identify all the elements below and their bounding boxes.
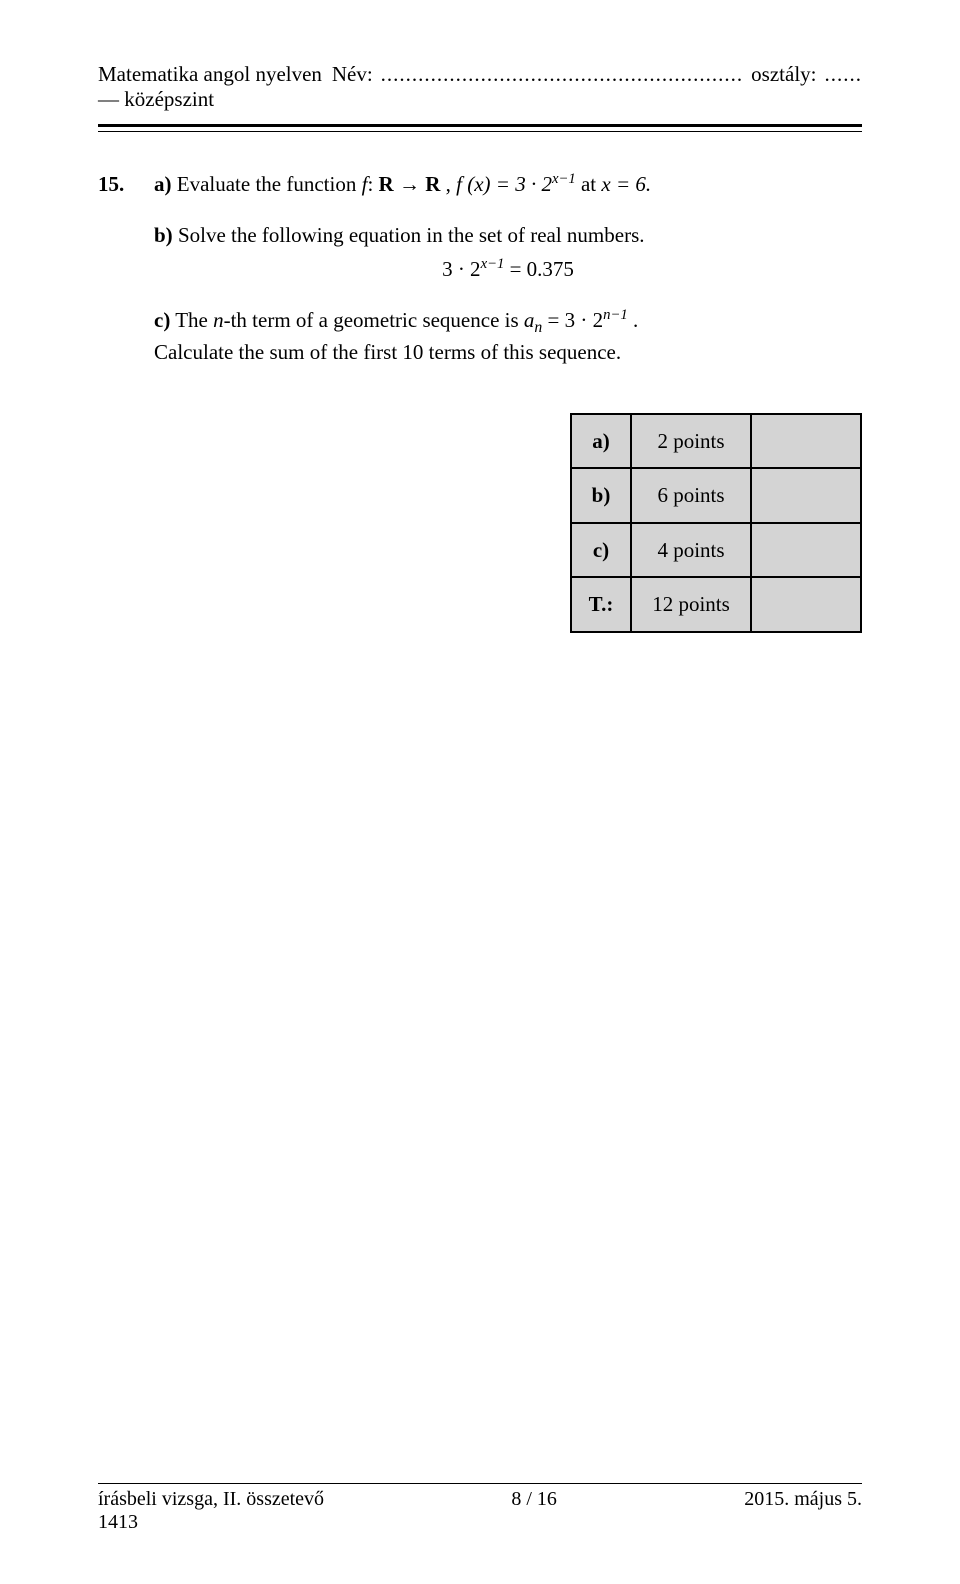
- part-b-text: Solve the following equation in the set …: [178, 223, 645, 247]
- points-table: a) 2 points b) 6 points c) 4 points: [570, 413, 862, 633]
- points-blank-a: [751, 414, 861, 469]
- footer-left-extra: 1413: [98, 1511, 862, 1534]
- part-c-pre: The: [175, 308, 213, 332]
- part-c-a: a: [524, 308, 535, 332]
- part-a-pre: Evaluate the function: [177, 172, 362, 196]
- part-c-mid: -th term of a geometric sequence is: [224, 308, 524, 332]
- question-15: 15. a) Evaluate the function f: R → R , …: [98, 168, 862, 633]
- footer-center: 8 / 16: [511, 1488, 557, 1511]
- points-label-b: b): [571, 468, 631, 523]
- points-blank-total: [751, 577, 861, 632]
- footer-row: írásbeli vizsga, II. összetevő 8 / 16 20…: [98, 1488, 862, 1511]
- content-area: 15. a) Evaluate the function f: R → R , …: [98, 168, 862, 633]
- points-value-b: 6 points: [631, 468, 751, 523]
- table-row: a) 2 points: [571, 414, 861, 469]
- part-b: b) Solve the following equation in the s…: [154, 219, 862, 286]
- name-label: Név:: [332, 62, 373, 87]
- part-c-dot: .: [628, 308, 639, 332]
- points-label-c: c): [571, 523, 631, 578]
- part-c-line2: Calculate the sum of the first 10 terms …: [154, 340, 621, 364]
- table-row: c) 4 points: [571, 523, 861, 578]
- part-a: a) Evaluate the function f: R → R , f (x…: [154, 168, 862, 201]
- class-label: osztály:: [751, 62, 816, 87]
- header-rule-thin: [98, 131, 862, 132]
- part-c: c) The n-th term of a geometric sequence…: [154, 304, 862, 369]
- page-header: Matematika angol nyelven — középszint Né…: [98, 62, 862, 112]
- points-blank-b: [751, 468, 861, 523]
- question-body: a) Evaluate the function f: R → R , f (x…: [154, 168, 862, 633]
- part-a-R2: R: [425, 172, 440, 196]
- part-a-at: at: [581, 172, 601, 196]
- points-blank-c: [751, 523, 861, 578]
- header-left: Matematika angol nyelven — középszint: [98, 62, 332, 112]
- part-b-label: b): [154, 223, 173, 247]
- part-c-eq: = 3 · 2: [542, 308, 603, 332]
- part-a-comma: ,: [440, 172, 456, 196]
- header-rule-thick: [98, 124, 862, 127]
- part-b-equation: 3 · 2x−1 = 0.375: [154, 253, 862, 286]
- points-value-a: 2 points: [631, 414, 751, 469]
- points-value-total: 12 points: [631, 577, 751, 632]
- exam-page: Matematika angol nyelven — középszint Né…: [0, 0, 960, 1584]
- part-a-label: a): [154, 172, 172, 196]
- part-c-exp: n−1: [603, 307, 628, 323]
- part-a-fx-exp: x−1: [552, 171, 576, 187]
- part-a-R1: R: [379, 172, 394, 196]
- part-a-colon: :: [367, 172, 378, 196]
- footer-rule: [98, 1483, 862, 1484]
- points-label-a: a): [571, 414, 631, 469]
- points-label-total: T.:: [571, 577, 631, 632]
- part-c-label: c): [154, 308, 170, 332]
- question-number: 15.: [98, 168, 138, 201]
- page-footer: írásbeli vizsga, II. összetevő 8 / 16 20…: [98, 1479, 862, 1534]
- part-b-eq-exp: x−1: [481, 256, 505, 272]
- header-right: Név: ...................................…: [332, 62, 862, 87]
- points-value-c: 4 points: [631, 523, 751, 578]
- footer-left: írásbeli vizsga, II. összetevő: [98, 1488, 324, 1511]
- table-row: T.: 12 points: [571, 577, 861, 632]
- footer-right: 2015. május 5.: [744, 1488, 862, 1511]
- name-dots: ........................................…: [381, 62, 744, 87]
- class-dots: ......: [825, 62, 863, 87]
- part-a-xeq: x = 6.: [601, 172, 651, 196]
- part-c-n: n: [213, 308, 224, 332]
- part-a-arrow: →: [394, 172, 426, 196]
- part-b-eq-lhs: 3 · 2: [442, 257, 481, 281]
- table-row: b) 6 points: [571, 468, 861, 523]
- part-a-fx-lhs: f (x) = 3 · 2: [456, 172, 552, 196]
- part-b-eq-rhs: = 0.375: [504, 257, 574, 281]
